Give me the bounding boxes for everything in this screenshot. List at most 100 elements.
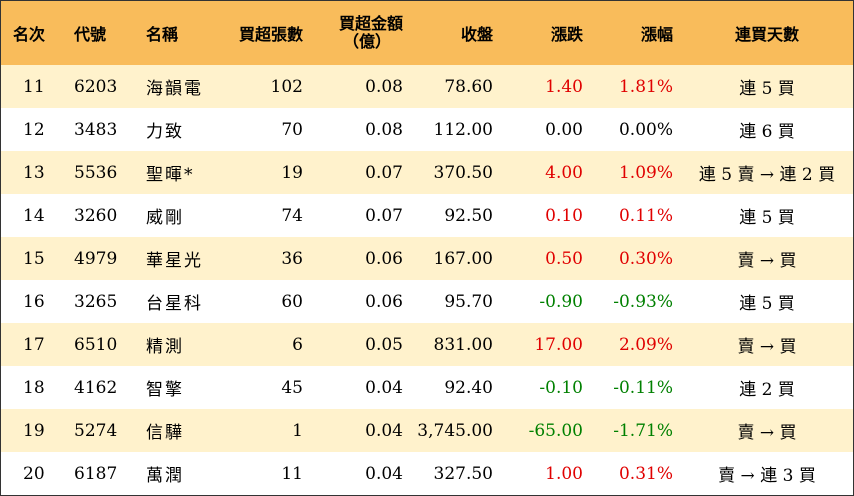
cell-net-lots: 11: [281, 463, 303, 484]
cell-net-lots: 19: [281, 162, 303, 183]
header-streak: 連買天數: [734, 25, 799, 44]
cell-streak: 賣 → 買: [737, 251, 797, 271]
cell-change: 0.10: [545, 205, 583, 226]
cell-net-lots: 70: [281, 119, 303, 140]
cell-code: 3260: [74, 205, 118, 226]
cell-close: 78.60: [444, 76, 493, 97]
cell-net-lots: 45: [281, 377, 303, 398]
cell-net-amount: 0.07: [365, 162, 403, 183]
table-row: 14 3260 威剛 74 0.07 92.50 0.10 0.11% 連 5 買: [1, 194, 853, 237]
cell-name: 力致: [146, 122, 184, 142]
cell-net-amount: 0.08: [365, 76, 403, 97]
table-row: 17 6510 精測 6 0.05 831.00 17.00 2.09% 賣 → 買: [1, 323, 853, 366]
table-row: 11 6203 海韻電 102 0.08 78.60 1.40 1.81% 連 5 買: [1, 65, 853, 108]
cell-name: 台星科: [146, 294, 203, 314]
table-row: 16 3265 台星科 60 0.06 95.70 -0.90 -0.93% 連 5 買: [1, 280, 853, 323]
cell-name: 智擎: [146, 380, 184, 400]
cell-close: 92.50: [444, 205, 493, 226]
cell-code: 4162: [74, 377, 118, 398]
cell-net-amount: 0.04: [365, 420, 403, 441]
header-net-lots: 買超張數: [238, 25, 303, 44]
header-net-amount: 買超金額 （億）: [311, 1, 403, 65]
cell-rank: 11: [23, 76, 45, 97]
cell-change: -65.00: [528, 420, 583, 441]
cell-streak: 連 6 買: [739, 122, 795, 142]
cell-rank: 20: [23, 463, 45, 484]
cell-net-amount: 0.04: [365, 377, 403, 398]
cell-change: -0.10: [539, 377, 583, 398]
cell-code: 3483: [74, 119, 118, 140]
cell-streak: 連 5 賣 → 連 2 買: [698, 165, 836, 185]
cell-net-lots: 74: [281, 205, 303, 226]
header-close: 收盤: [460, 25, 493, 44]
header-net-amount-line1: 買超金額: [338, 14, 403, 33]
cell-change: 17.00: [534, 334, 583, 355]
cell-streak: 連 2 買: [739, 380, 795, 400]
cell-change: -0.90: [539, 291, 583, 312]
cell-net-amount: 0.04: [365, 463, 403, 484]
cell-streak: 連 5 買: [739, 208, 795, 228]
cell-streak: 連 5 買: [739, 294, 795, 314]
cell-net-amount: 0.08: [365, 119, 403, 140]
cell-rank: 16: [23, 291, 45, 312]
cell-name: 聖暉*: [146, 165, 195, 185]
cell-change-pct: 1.09%: [618, 162, 673, 183]
cell-net-lots: 36: [281, 248, 303, 269]
cell-code: 5274: [74, 420, 118, 441]
cell-rank: 13: [23, 162, 45, 183]
cell-streak: 連 5 買: [739, 79, 795, 99]
table-row: 13 5536 聖暉* 19 0.07 370.50 4.00 1.09% 連 5 賣 → 連 …: [1, 151, 853, 194]
cell-change: 4.00: [545, 162, 583, 183]
table-header: 名次 代號 名稱 買超張數 買超金額 （億） 收盤 漲跌 漲幅 連買天數: [1, 1, 853, 65]
cell-name: 精測: [146, 337, 184, 357]
cell-change-pct: -0.93%: [613, 291, 673, 312]
cell-net-lots: 102: [270, 76, 303, 97]
cell-rank: 18: [23, 377, 45, 398]
table-row: 19 5274 信驊 1 0.04 3,745.00 -65.00 -1.71% 賣 → 買: [1, 409, 853, 452]
cell-code: 5536: [74, 162, 118, 183]
header-rank: 名次: [13, 25, 46, 44]
table-row: 15 4979 華星光 36 0.06 167.00 0.50 0.30% 賣 → 買: [1, 237, 853, 280]
cell-name: 海韻電: [146, 79, 203, 99]
cell-change-pct: 1.81%: [618, 76, 673, 97]
cell-name: 威剛: [146, 208, 184, 228]
cell-net-amount: 0.07: [365, 205, 403, 226]
cell-streak: 賣 → 連 3 買: [718, 466, 816, 486]
cell-change: 1.40: [545, 76, 583, 97]
cell-close: 92.40: [444, 377, 493, 398]
cell-streak: 賣 → 買: [737, 337, 797, 357]
table-row: 12 3483 力致 70 0.08 112.00 0.00 0.00% 連 6 買: [1, 108, 853, 151]
cell-close: 327.50: [433, 463, 493, 484]
cell-change-pct: 0.30%: [618, 248, 673, 269]
table-row: 18 4162 智擎 45 0.04 92.40 -0.10 -0.11% 連 2 買: [1, 366, 853, 409]
cell-name: 萬潤: [146, 466, 184, 486]
cell-change-pct: -1.71%: [613, 420, 673, 441]
header-net-amount-line2: （億）: [342, 32, 391, 51]
cell-name: 華星光: [146, 251, 203, 271]
cell-change-pct: 0.11%: [618, 205, 673, 226]
cell-rank: 19: [23, 420, 45, 441]
cell-streak: 賣 → 買: [737, 423, 797, 443]
cell-name: 信驊: [146, 423, 184, 443]
cell-code: 3265: [74, 291, 118, 312]
cell-net-lots: 60: [281, 291, 303, 312]
cell-rank: 17: [23, 334, 45, 355]
cell-change: 0.00: [545, 119, 583, 140]
table-row: 20 6187 萬潤 11 0.04 327.50 1.00 0.31% 賣 → 連 3 買: [1, 452, 853, 495]
header-code: 代號: [74, 25, 107, 44]
cell-close: 95.70: [444, 291, 493, 312]
cell-code: 6187: [74, 463, 118, 484]
cell-net-amount: 0.06: [365, 248, 403, 269]
cell-rank: 14: [23, 205, 45, 226]
cell-close: 370.50: [433, 162, 493, 183]
cell-change-pct: 0.31%: [618, 463, 673, 484]
cell-rank: 15: [23, 248, 45, 269]
cell-change-pct: -0.11%: [613, 377, 673, 398]
cell-code: 6203: [74, 76, 118, 97]
cell-change: 1.00: [545, 463, 583, 484]
cell-close: 3,745.00: [417, 420, 493, 441]
cell-rank: 12: [23, 119, 45, 140]
cell-change: 0.50: [545, 248, 583, 269]
cell-code: 4979: [74, 248, 118, 269]
